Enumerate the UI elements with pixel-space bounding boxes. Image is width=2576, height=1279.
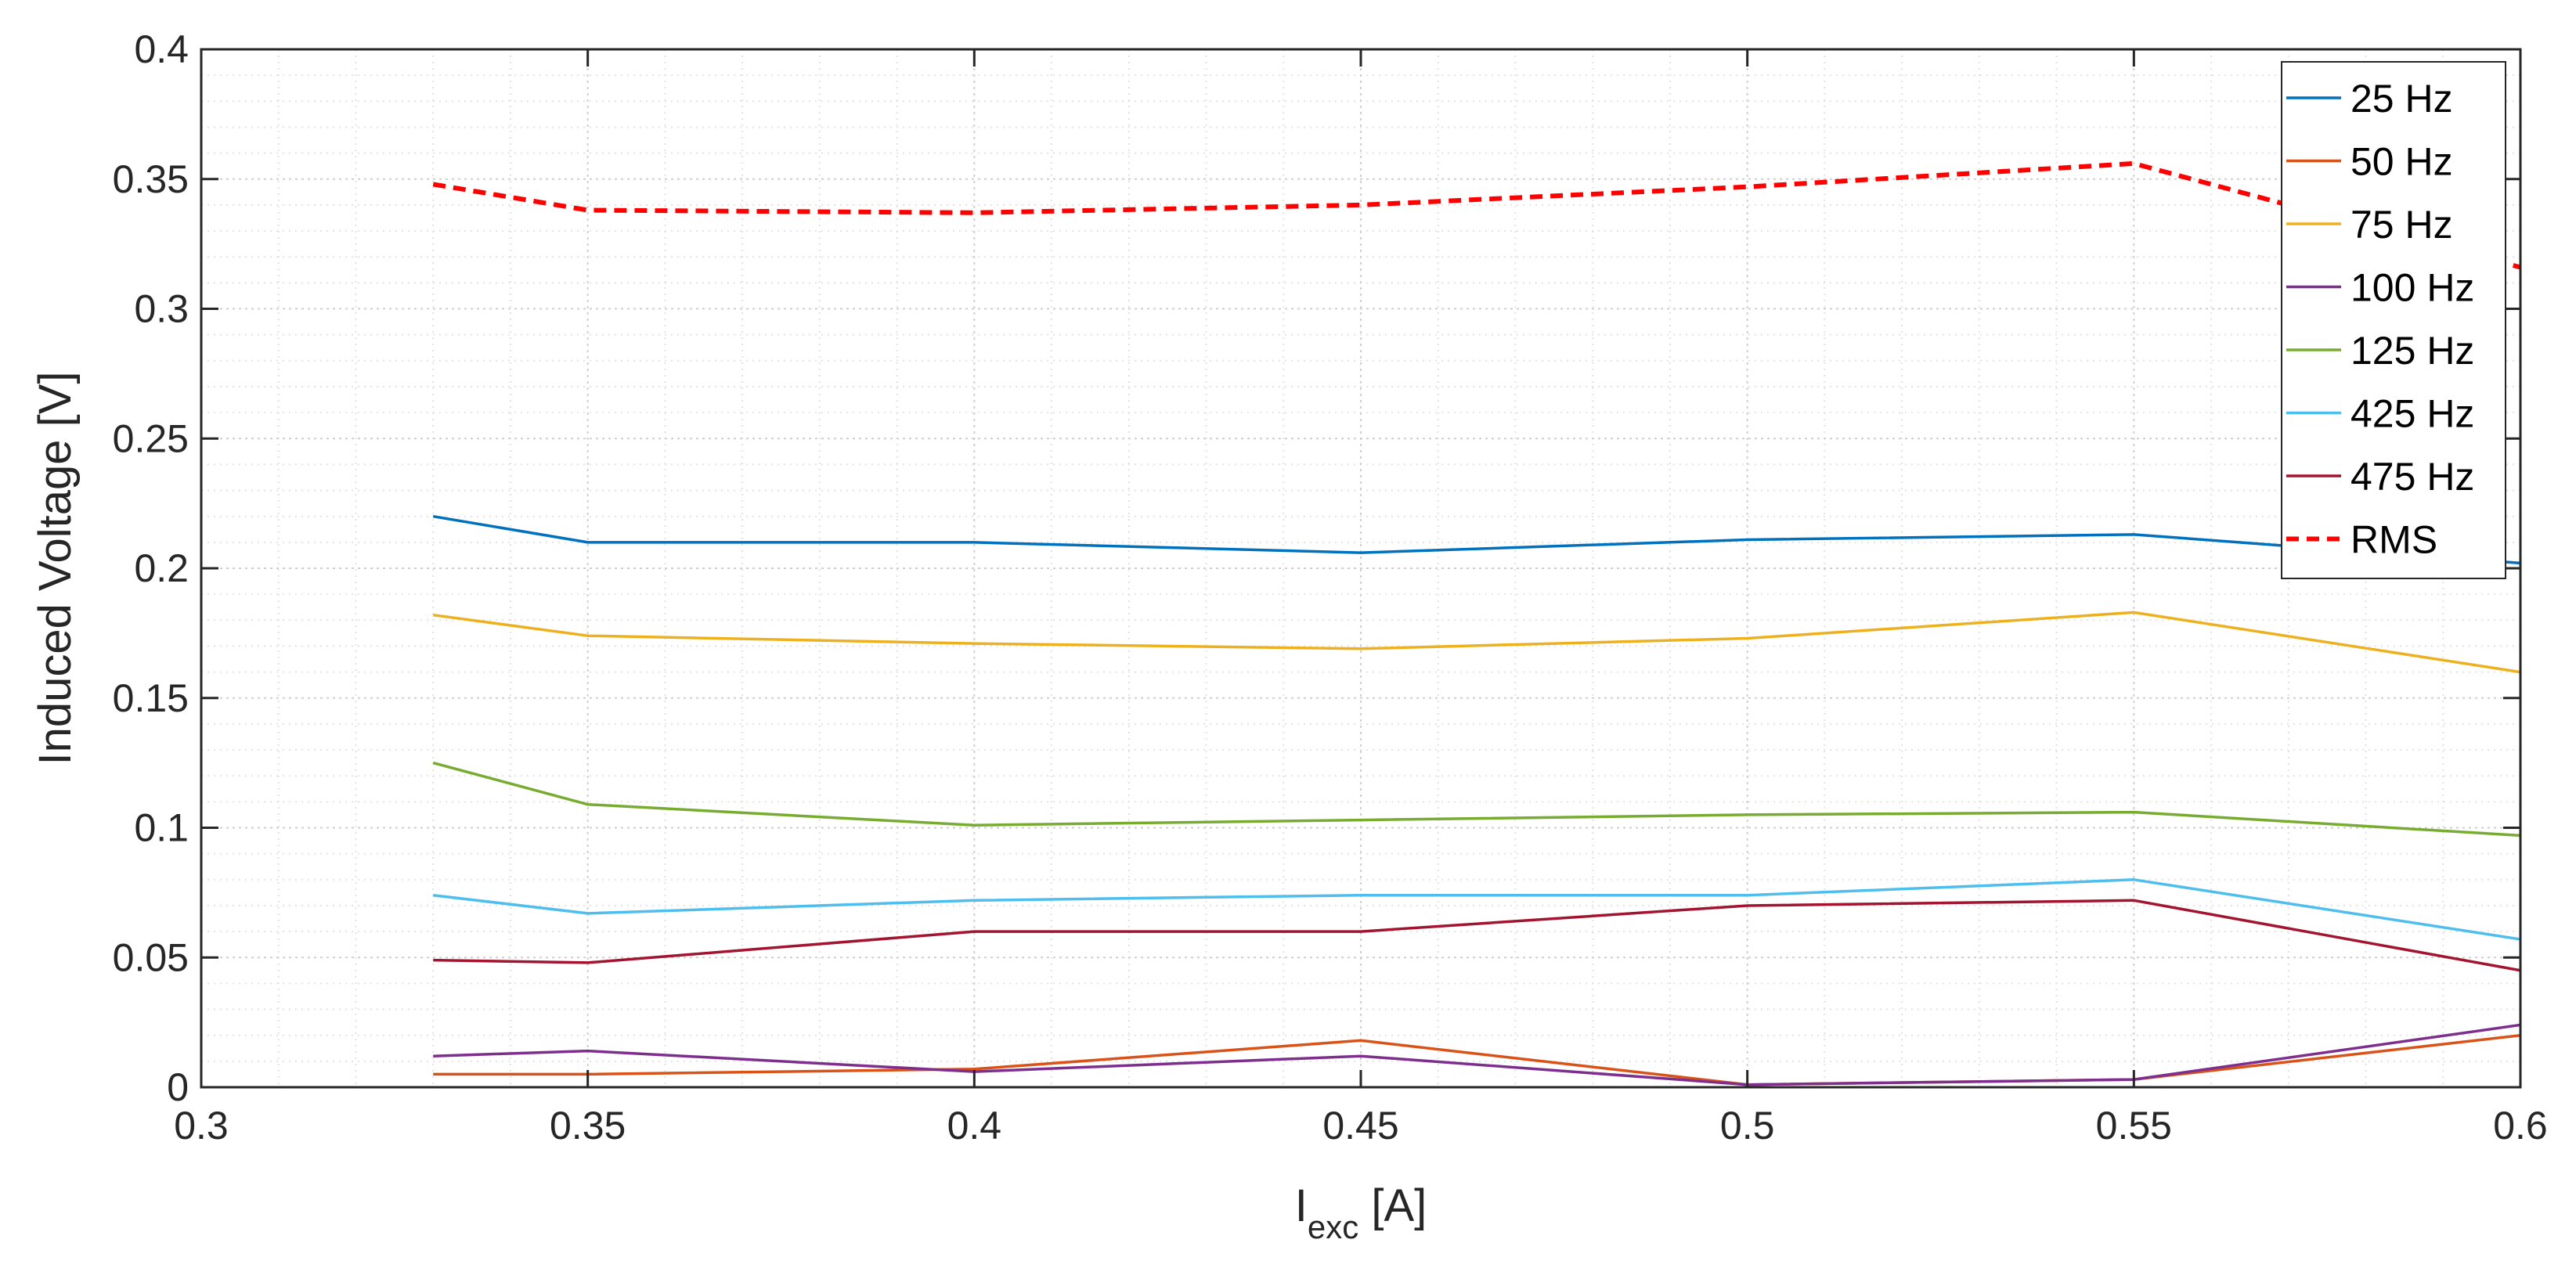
y-tick-label: 0.05 bbox=[113, 935, 189, 979]
legend-label: 50 Hz bbox=[2351, 140, 2453, 184]
legend-label: 475 Hz bbox=[2351, 455, 2474, 499]
y-tick-label: 0.1 bbox=[134, 806, 189, 850]
x-axis-label-subscript: exc bbox=[1308, 1209, 1358, 1245]
x-axis-label: Iexc [A] bbox=[1295, 1180, 1427, 1245]
x-tick-label: 0.6 bbox=[2493, 1104, 2548, 1147]
x-axis-label-unit: [A] bbox=[1358, 1180, 1427, 1231]
y-tick-label: 0.15 bbox=[113, 676, 189, 720]
series-line-75-hz bbox=[432, 611, 2520, 674]
legend-label: 425 Hz bbox=[2351, 392, 2474, 436]
series-line-25-hz bbox=[432, 514, 2520, 565]
y-axis-label: Induced Voltage [V] bbox=[30, 371, 81, 765]
series-line-425-hz bbox=[432, 878, 2520, 941]
x-axis-label-main: I bbox=[1295, 1180, 1308, 1231]
legend-label: 25 Hz bbox=[2351, 77, 2453, 121]
x-tick-label: 0.3 bbox=[174, 1104, 229, 1147]
x-tick-label: 0.35 bbox=[550, 1104, 626, 1147]
legend-box bbox=[2281, 61, 2506, 579]
legend-label: RMS bbox=[2351, 518, 2437, 562]
legend-label: 75 Hz bbox=[2351, 203, 2453, 247]
y-tick-label: 0.25 bbox=[113, 416, 189, 460]
y-tick-label: 0 bbox=[167, 1065, 189, 1109]
y-tick-label: 0.2 bbox=[134, 546, 189, 590]
legend-items: 25 Hz 50 Hz 75 Hz 100 Hz 125 Hz 425 Hz 475 Hz R… bbox=[2286, 77, 2474, 562]
x-tick-label: 0.4 bbox=[947, 1104, 1002, 1147]
x-tick-label: 0.55 bbox=[2096, 1104, 2172, 1147]
y-tick-labels: 0 0.05 0.1 0.15 0.2 0.25 0.3 0.35 0.4 bbox=[113, 27, 189, 1109]
series-line-125-hz bbox=[432, 761, 2520, 838]
legend-label: 100 Hz bbox=[2351, 266, 2474, 310]
legend: 25 Hz 50 Hz 75 Hz 100 Hz 125 Hz 425 Hz 475 Hz R… bbox=[2281, 61, 2506, 579]
x-tick-label: 0.45 bbox=[1322, 1104, 1398, 1147]
x-tick-label: 0.5 bbox=[1720, 1104, 1775, 1147]
x-tick-labels: 0.3 0.35 0.4 0.45 0.5 0.55 0.6 bbox=[174, 1104, 2548, 1147]
y-tick-label: 0.35 bbox=[113, 157, 189, 201]
y-tick-label: 0.3 bbox=[134, 287, 189, 331]
series-line-475-hz bbox=[433, 899, 2520, 972]
y-tick-label: 0.4 bbox=[134, 27, 189, 71]
legend-label: 125 Hz bbox=[2351, 329, 2474, 373]
